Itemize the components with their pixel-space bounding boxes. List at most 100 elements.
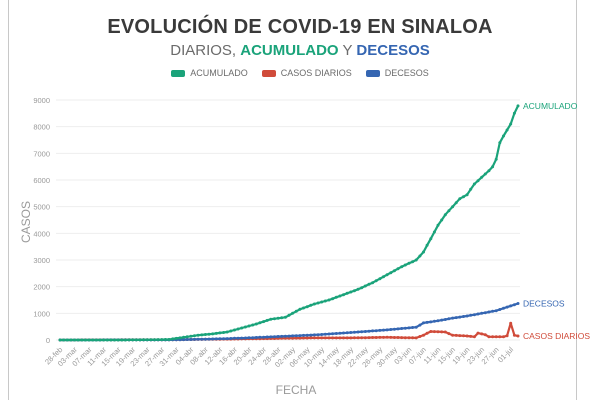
point-decesos: [327, 332, 331, 336]
point-acumulado: [113, 338, 116, 342]
point-acumulado: [258, 321, 262, 325]
point-acumulado: [425, 243, 429, 247]
point-casos-diarios: [454, 333, 458, 337]
point-decesos: [414, 325, 418, 329]
point-acumulado: [483, 172, 487, 176]
point-decesos: [185, 338, 189, 341]
point-acumulado: [512, 111, 516, 115]
point-casos-diarios: [509, 321, 513, 325]
legend-label-decesos: DECESOS: [384, 68, 429, 78]
point-acumulado: [236, 327, 240, 331]
point-casos-diarios: [309, 336, 313, 340]
point-casos-diarios: [414, 336, 418, 340]
point-acumulado: [294, 309, 298, 313]
series-markers-acumulado: [58, 104, 520, 342]
point-acumulado: [65, 338, 69, 342]
point-acumulado: [458, 197, 462, 201]
point-casos-diarios: [283, 336, 287, 340]
point-decesos: [214, 337, 218, 341]
y-tick-3000: 3000: [33, 256, 50, 265]
point-decesos: [312, 333, 316, 337]
point-decesos: [502, 306, 505, 310]
point-acumulado: [465, 193, 469, 197]
point-decesos: [382, 328, 385, 332]
point-decesos: [454, 316, 458, 320]
point-acumulado: [225, 330, 229, 334]
point-decesos: [491, 309, 495, 313]
point-acumulado: [432, 230, 436, 234]
point-acumulado: [374, 279, 378, 283]
point-casos-diarios: [302, 336, 305, 340]
point-decesos: [458, 315, 462, 319]
point-decesos: [189, 338, 193, 341]
point-acumulado: [193, 334, 196, 338]
chart-subtitle: DIARIOS, ACUMULADO Y DECESOS: [0, 42, 600, 59]
point-acumulado: [418, 254, 422, 258]
frame-left-border: [8, 0, 9, 400]
point-decesos: [498, 308, 502, 311]
point-casos-diarios: [389, 335, 393, 339]
point-casos-diarios: [345, 336, 349, 340]
point-acumulado: [422, 250, 425, 254]
point-decesos: [472, 313, 476, 317]
point-decesos: [200, 337, 204, 341]
point-decesos: [236, 336, 240, 340]
subtitle-diarios: DIARIOS,: [170, 42, 237, 59]
point-decesos: [512, 303, 516, 307]
point-decesos: [258, 335, 262, 339]
point-decesos: [371, 329, 375, 333]
point-acumulado: [411, 260, 415, 264]
point-acumulado: [123, 338, 127, 342]
point-acumulado: [469, 187, 473, 191]
point-casos-diarios: [352, 336, 356, 340]
point-casos-diarios: [411, 336, 415, 340]
point-acumulado: [498, 141, 502, 145]
y-tick-labels: 0 1000 2000 3000 4000 5000 6000 7000 8000 9000: [33, 96, 50, 345]
point-decesos: [240, 336, 244, 340]
point-acumulado: [160, 338, 164, 342]
y-tick-7000: 7000: [33, 149, 50, 158]
point-acumulado: [407, 261, 411, 265]
point-decesos: [480, 311, 484, 315]
point-acumulado: [247, 324, 251, 328]
point-decesos: [487, 310, 491, 314]
point-decesos: [509, 304, 513, 308]
point-decesos: [443, 318, 447, 321]
point-casos-diarios: [440, 330, 444, 334]
series-markers-casos-diarios: [58, 321, 520, 342]
point-acumulado: [73, 338, 76, 342]
legend-item-acumulado[interactable]: ACUMULADO: [171, 68, 248, 78]
point-decesos: [465, 314, 469, 318]
point-acumulado: [163, 338, 167, 341]
point-decesos: [207, 337, 211, 341]
point-decesos: [254, 336, 258, 339]
point-acumulado: [196, 333, 200, 337]
y-tick-9000: 9000: [33, 96, 50, 105]
point-acumulado: [352, 289, 356, 293]
point-acumulado: [312, 302, 316, 306]
legend-item-casos-diarios[interactable]: CASOS DIARIOS: [261, 68, 352, 78]
point-decesos: [392, 327, 396, 331]
point-casos-diarios: [305, 336, 309, 340]
point-decesos: [429, 320, 433, 324]
point-casos-diarios: [320, 336, 324, 340]
point-casos-diarios: [483, 333, 487, 337]
point-casos-diarios: [392, 336, 396, 339]
point-acumulado: [134, 338, 138, 342]
legend-item-decesos[interactable]: DECESOS: [365, 68, 429, 78]
point-acumulado: [153, 338, 156, 342]
point-decesos: [360, 330, 364, 334]
point-acumulado: [382, 275, 385, 279]
point-casos-diarios: [480, 332, 484, 336]
point-casos-diarios: [360, 336, 364, 340]
point-casos-diarios: [294, 336, 298, 340]
point-acumulado: [87, 338, 91, 342]
point-decesos: [494, 309, 498, 313]
point-casos-diarios: [494, 335, 498, 339]
point-decesos: [422, 321, 425, 325]
point-casos-diarios: [476, 331, 480, 335]
point-acumulado: [400, 265, 404, 269]
point-decesos: [294, 334, 298, 338]
point-acumulado: [109, 338, 113, 342]
point-acumulado: [102, 338, 106, 342]
